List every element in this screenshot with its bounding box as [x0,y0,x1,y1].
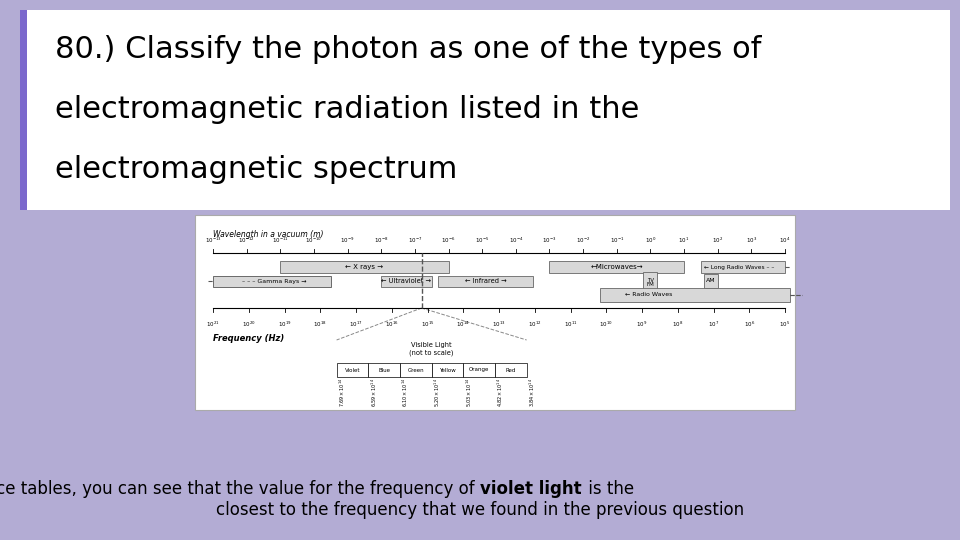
Text: $10^{9}$: $10^{9}$ [636,320,648,329]
Text: $10^{11}$: $10^{11}$ [564,320,577,329]
Bar [337,363,369,377]
Text: electromagnetic radiation listed in the: electromagnetic radiation listed in the [55,95,639,124]
Text: $10^{15}$: $10^{15}$ [420,320,434,329]
Bar [400,363,432,377]
Text: $3.84\times10^{14}$: $3.84\times10^{14}$ [528,378,537,407]
Text: $10^{-1}$: $10^{-1}$ [610,235,624,245]
Text: Visible Light
(not to scale): Visible Light (not to scale) [409,342,454,356]
Text: $10^{3}$: $10^{3}$ [746,235,756,245]
Text: ← Ultraviolet →: ← Ultraviolet → [381,278,431,284]
Text: $10^{-5}$: $10^{-5}$ [475,235,490,245]
Text: $10^{8}$: $10^{8}$ [672,320,684,329]
Text: $10^{17}$: $10^{17}$ [349,320,363,329]
Bar [704,274,718,288]
Text: Blue: Blue [378,368,390,373]
Text: $10^{6}$: $10^{6}$ [744,320,755,329]
Text: $10^{18}$: $10^{18}$ [313,320,327,329]
Bar [20,10,950,210]
Text: $10^{16}$: $10^{16}$ [385,320,398,329]
Bar [701,261,785,273]
Text: Frequency (Hz): Frequency (Hz) [213,334,284,343]
Text: $10^{-9}$: $10^{-9}$ [341,235,355,245]
Text: $10^{-11}$: $10^{-11}$ [272,235,289,245]
Bar [439,275,533,287]
Bar [495,363,527,377]
Text: $10^{1}$: $10^{1}$ [679,235,689,245]
Text: $10^{0}$: $10^{0}$ [645,235,656,245]
Text: Orange: Orange [468,368,490,373]
Text: closest to the frequency that we found in the previous question: closest to the frequency that we found i… [216,501,744,519]
Bar [213,275,331,287]
Text: Green: Green [407,368,424,373]
Text: AM: AM [707,279,716,284]
Text: $6.59\times10^{14}$: $6.59\times10^{14}$ [370,378,378,407]
Text: $10^{13}$: $10^{13}$ [492,320,506,329]
Text: is the: is the [583,480,634,498]
Text: 80.) Classify the photon as one of the types of: 80.) Classify the photon as one of the t… [55,35,761,64]
Text: $10^{-3}$: $10^{-3}$ [542,235,557,245]
Text: $5.03\times10^{14}$: $5.03\times10^{14}$ [465,378,473,407]
Text: $10^{7}$: $10^{7}$ [708,320,719,329]
Bar [20,10,27,210]
Text: $10^{19}$: $10^{19}$ [277,320,291,329]
Text: $10^{-8}$: $10^{-8}$ [374,235,389,245]
Text: $6.10\times10^{14}$: $6.10\times10^{14}$ [401,378,410,407]
Bar [381,275,432,287]
Text: – – – Gamma Rays →: – – – Gamma Rays → [242,279,306,284]
Text: ← Radio Waves: ← Radio Waves [625,293,672,298]
Text: $10^{-7}$: $10^{-7}$ [408,235,422,245]
Text: $10^{2}$: $10^{2}$ [712,235,723,245]
Text: $10^{-10}$: $10^{-10}$ [305,235,323,245]
Bar [600,288,790,302]
Text: $10^{-2}$: $10^{-2}$ [576,235,590,245]
Text: ← Infrared →: ← Infrared → [465,278,506,284]
Text: TV: TV [647,278,654,282]
Text: Using Page 2 of the reference tables, you can see that the value for the frequen: Using Page 2 of the reference tables, yo… [0,480,480,498]
Text: Red: Red [506,368,516,373]
Text: ← X rays →: ← X rays → [346,264,383,270]
Bar [195,215,795,410]
Text: ←Microwaves→: ←Microwaves→ [590,264,643,270]
Text: $10^{-6}$: $10^{-6}$ [442,235,456,245]
Text: $10^{-12}$: $10^{-12}$ [238,235,255,245]
Text: $5.20\times10^{14}$: $5.20\times10^{14}$ [433,378,442,407]
Text: FM: FM [646,282,655,287]
Bar [643,272,658,290]
Text: $10^{-4}$: $10^{-4}$ [509,235,523,245]
Bar [464,363,495,377]
Text: Yellow: Yellow [439,368,456,373]
Text: violet light: violet light [480,480,582,498]
Text: $10^{-13}$: $10^{-13}$ [204,235,222,245]
Text: $10^{12}$: $10^{12}$ [528,320,541,329]
Text: Wavelength in a vacuum (m): Wavelength in a vacuum (m) [213,230,324,239]
Text: $10^{21}$: $10^{21}$ [206,320,220,329]
Text: $10^{5}$: $10^{5}$ [780,320,790,329]
Text: electromagnetic spectrum: electromagnetic spectrum [55,155,457,184]
Bar [280,261,448,273]
Text: $10^{4}$: $10^{4}$ [780,235,791,245]
Text: ← Long Radio Waves – –: ← Long Radio Waves – – [704,265,775,269]
Bar [432,363,464,377]
Text: $4.82\times10^{14}$: $4.82\times10^{14}$ [496,378,505,407]
Text: Violet: Violet [345,368,360,373]
Bar [549,261,684,273]
Text: $10^{10}$: $10^{10}$ [599,320,613,329]
Text: $7.69\times10^{14}$: $7.69\times10^{14}$ [338,378,347,407]
Text: $10^{14}$: $10^{14}$ [456,320,470,329]
Text: $10^{20}$: $10^{20}$ [242,320,255,329]
Bar [369,363,400,377]
